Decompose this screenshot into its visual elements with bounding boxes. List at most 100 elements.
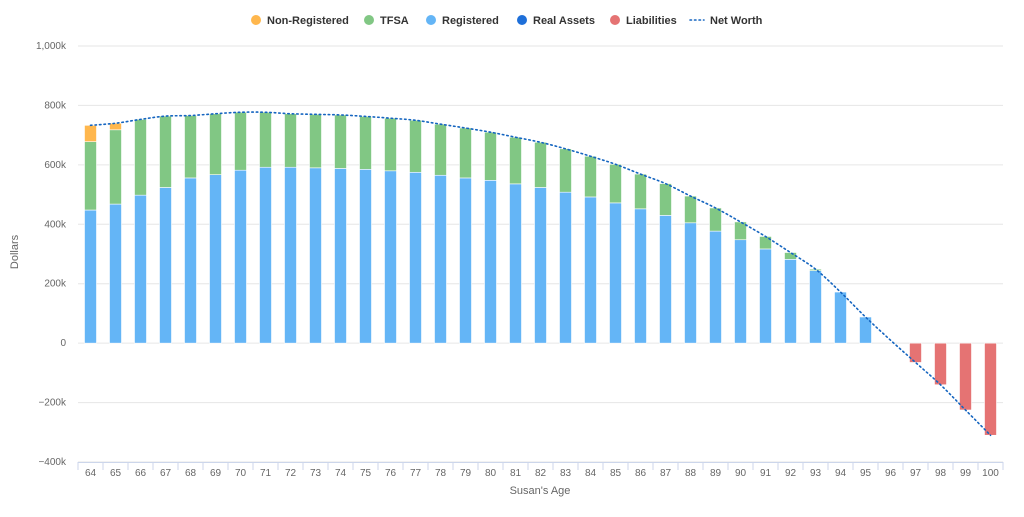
bar-registered[interactable] <box>734 239 747 344</box>
bar-registered[interactable] <box>509 183 522 344</box>
x-tick-label: 77 <box>410 468 422 479</box>
bar-tfsa[interactable] <box>409 119 422 173</box>
bar-registered[interactable] <box>534 187 547 344</box>
bar-tfsa[interactable] <box>559 148 572 193</box>
bar-liabilities[interactable] <box>959 342 972 411</box>
bar-tfsa[interactable] <box>709 207 722 232</box>
y-tick-label: 800k <box>44 100 67 111</box>
bar-registered[interactable] <box>784 259 797 344</box>
y-tick-label: −400k <box>38 457 67 468</box>
bar-registered[interactable] <box>259 166 272 344</box>
bar-non-registered[interactable] <box>109 122 122 131</box>
bar-tfsa[interactable] <box>459 127 472 179</box>
bar-registered[interactable] <box>134 194 147 344</box>
bar-tfsa[interactable] <box>109 129 122 205</box>
y-tick-label: 200k <box>44 279 67 290</box>
bar-liabilities[interactable] <box>984 342 997 436</box>
bar-registered[interactable] <box>359 169 372 344</box>
bar-tfsa[interactable] <box>184 115 197 179</box>
x-tick-label: 97 <box>910 468 922 479</box>
bar-registered[interactable] <box>634 208 647 344</box>
bar-registered[interactable] <box>559 191 572 344</box>
bar-tfsa[interactable] <box>609 163 622 204</box>
x-tick-label: 68 <box>185 468 197 479</box>
x-tick-label: 92 <box>785 468 797 479</box>
bar-tfsa[interactable] <box>434 123 447 176</box>
bar-registered[interactable] <box>384 170 397 344</box>
bar-tfsa[interactable] <box>284 113 297 168</box>
bar-tfsa[interactable] <box>534 141 547 188</box>
bar-registered[interactable] <box>684 222 697 344</box>
legend-label: Non-Registered <box>267 15 349 27</box>
y-tick-label: 400k <box>44 219 67 230</box>
bar-tfsa[interactable] <box>384 117 397 172</box>
x-tick-label: 87 <box>660 468 672 479</box>
bar-registered[interactable] <box>209 174 222 344</box>
bar-liabilities[interactable] <box>934 342 947 386</box>
bar-tfsa[interactable] <box>234 111 247 171</box>
x-tick-label: 75 <box>360 468 372 479</box>
bar-registered[interactable] <box>159 187 172 344</box>
bar-tfsa[interactable] <box>659 183 672 216</box>
bar-tfsa[interactable] <box>334 114 347 169</box>
x-tick-label: 73 <box>310 468 322 479</box>
bar-registered[interactable] <box>109 203 122 344</box>
bar-registered[interactable] <box>584 196 597 344</box>
net-worth-line[interactable] <box>89 111 992 437</box>
bar-registered[interactable] <box>709 230 722 344</box>
axes: −400k −200k 0 200k 400k 600k 800k 1,000k 64 65 66 6… <box>36 41 1004 479</box>
bar-tfsa[interactable] <box>684 195 697 224</box>
bar-tfsa[interactable] <box>309 114 322 169</box>
bar-registered[interactable] <box>859 316 872 344</box>
bar-tfsa[interactable] <box>734 221 747 241</box>
bar-registered[interactable] <box>809 270 822 344</box>
legend-item-liabilities[interactable]: Liabilities <box>610 15 677 27</box>
bar-registered[interactable] <box>184 177 197 344</box>
x-tick-label: 93 <box>810 468 822 479</box>
bar-tfsa[interactable] <box>509 136 522 185</box>
bar-registered[interactable] <box>434 174 447 344</box>
bar-tfsa[interactable] <box>209 113 222 175</box>
bar-registered[interactable] <box>759 248 772 344</box>
x-tick-label: 70 <box>235 468 247 479</box>
legend-label: Net Worth <box>710 15 763 27</box>
bar-registered[interactable] <box>284 166 297 344</box>
bar-registered[interactable] <box>334 168 347 344</box>
bar-tfsa[interactable] <box>259 111 272 168</box>
x-tick-label: 76 <box>385 468 397 479</box>
x-tick-label: 96 <box>885 468 897 479</box>
bar-tfsa[interactable] <box>359 116 372 170</box>
x-tick-label: 88 <box>685 468 697 479</box>
legend-item-real-assets[interactable]: Real Assets <box>517 15 595 27</box>
legend-item-net-worth[interactable]: Net Worth <box>689 15 763 27</box>
bar-tfsa[interactable] <box>159 115 172 188</box>
legend-item-registered[interactable]: Registered <box>426 15 499 27</box>
bar-registered[interactable] <box>659 215 672 344</box>
bar-registered[interactable] <box>309 167 322 344</box>
bar-registered[interactable] <box>84 209 97 344</box>
x-tick-label: 65 <box>110 468 122 479</box>
bar-non-registered[interactable] <box>84 125 97 142</box>
legend-symbol <box>610 15 620 25</box>
bar-registered[interactable] <box>609 202 622 344</box>
bar-liabilities[interactable] <box>909 342 922 363</box>
bar-tfsa[interactable] <box>84 141 97 211</box>
x-tick-label: 98 <box>935 468 947 479</box>
bar-tfsa[interactable] <box>134 119 147 196</box>
legend-item-non-registered[interactable]: Non-Registered <box>251 15 349 27</box>
x-tick-label: 90 <box>735 468 747 479</box>
bar-registered[interactable] <box>409 171 422 344</box>
x-tick-label: 66 <box>135 468 147 479</box>
bar-tfsa[interactable] <box>634 173 647 210</box>
bar-tfsa[interactable] <box>784 252 797 260</box>
bar-registered[interactable] <box>834 291 847 344</box>
bar-registered[interactable] <box>459 177 472 344</box>
legend-item-tfsa[interactable]: TFSA <box>364 15 409 27</box>
bar-tfsa[interactable] <box>484 131 497 181</box>
bar-registered[interactable] <box>484 180 497 344</box>
bar-tfsa[interactable] <box>584 155 597 198</box>
x-tick-label: 79 <box>460 468 472 479</box>
bar-registered[interactable] <box>234 169 247 344</box>
legend-symbol <box>251 15 261 25</box>
